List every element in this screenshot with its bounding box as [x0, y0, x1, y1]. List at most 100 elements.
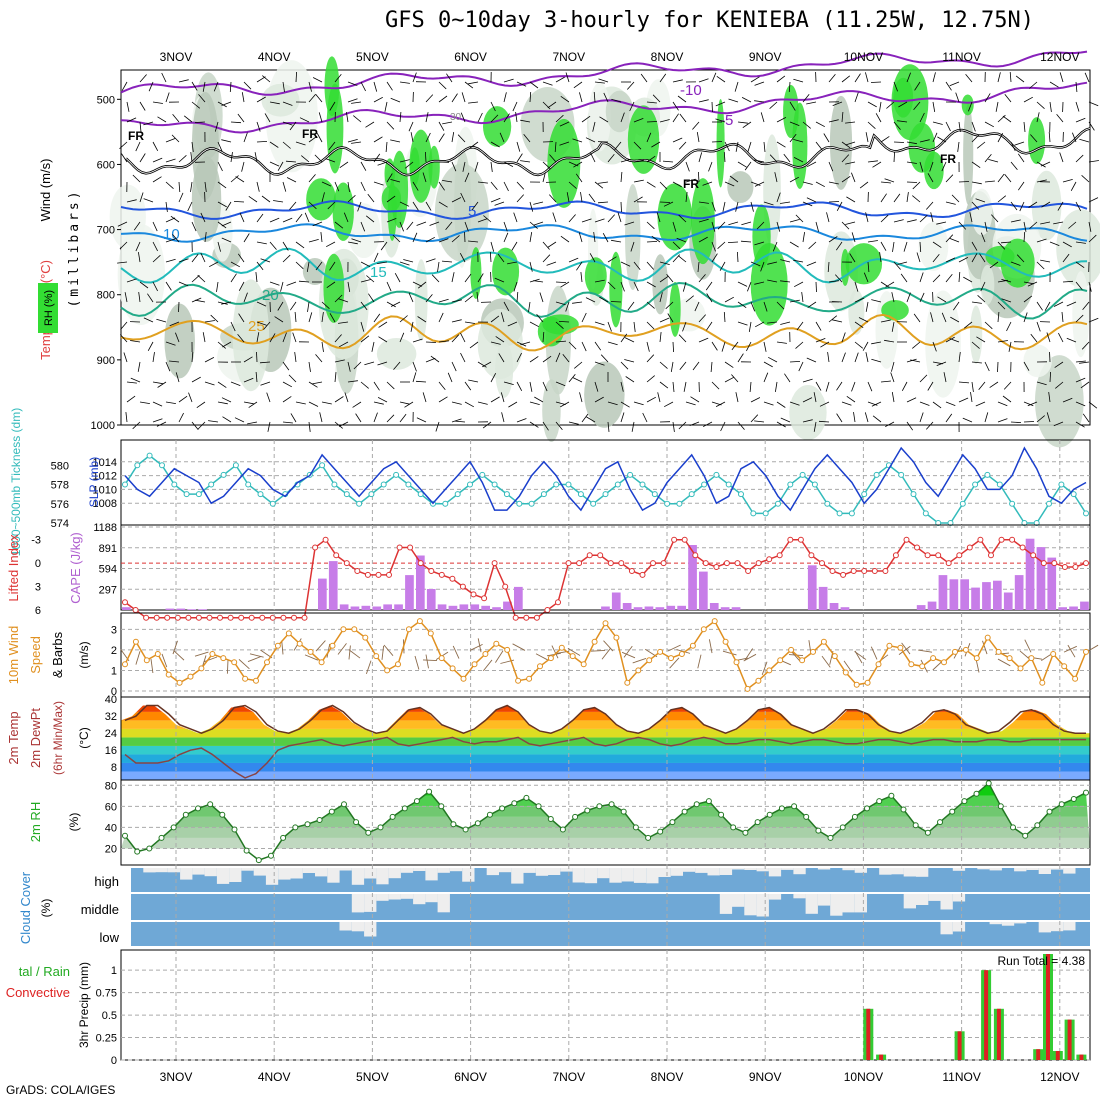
wind-barb: [984, 361, 990, 372]
wind-speed-point: [875, 661, 882, 668]
wind-barb: [854, 92, 859, 103]
wind-barb: [425, 201, 432, 211]
wind-barb: [529, 356, 539, 363]
wind-barb: [568, 214, 576, 223]
wind-barb: [139, 192, 144, 203]
wind-barb: [321, 312, 324, 323]
cape-bar: [709, 603, 719, 610]
wind-barb: [659, 275, 669, 283]
wind-barb: [277, 301, 284, 311]
wind-barb: [321, 181, 332, 187]
wind-barb: [533, 201, 544, 205]
wind-barb: [1059, 152, 1064, 163]
wind-barb: [256, 96, 266, 103]
rh-point: [547, 816, 554, 822]
wind-barb: [507, 261, 518, 265]
wind-barb: [620, 361, 629, 370]
wind-barb: [422, 392, 427, 403]
temperature-contour-label: 5: [468, 203, 476, 220]
wind-barb: [334, 396, 344, 403]
wind-barb: [555, 381, 566, 387]
wind-barb: [1072, 132, 1077, 143]
wind-barb: [1019, 201, 1025, 212]
wind-barb: [807, 301, 817, 308]
thickness-point: [368, 491, 375, 498]
wind-barb: [1036, 161, 1046, 168]
wind-barb: [172, 114, 180, 123]
cape-bar: [699, 571, 708, 610]
wind-barb: [1036, 381, 1047, 386]
wind-barb: [801, 292, 804, 303]
lifted-index-point: [523, 614, 530, 621]
wind-barb: [630, 241, 635, 252]
wind-barb: [315, 354, 323, 363]
li-tick: 3: [35, 582, 41, 594]
wind-barb: [1075, 81, 1078, 93]
wind-barb: [788, 81, 791, 93]
wind-barb: [997, 340, 1008, 343]
wind-barb: [672, 421, 675, 432]
wind-barb: [1040, 259, 1051, 263]
wind-barb: [555, 340, 567, 343]
wind-barb: [360, 261, 371, 267]
lifted-index-point: [280, 614, 287, 621]
wind-barb: [588, 193, 596, 203]
cloud-gap: [376, 894, 389, 901]
wind-barb: [353, 115, 362, 123]
lifted-index-point: [248, 614, 255, 621]
wind-barb: [679, 113, 687, 123]
wind-barb: [867, 121, 876, 129]
wind-barb: [880, 181, 891, 184]
cape-bar: [187, 609, 196, 610]
wind-barb: [304, 212, 310, 223]
wind-barb: [678, 334, 687, 343]
wind-barb: [696, 132, 700, 143]
cape-bar: [818, 586, 828, 610]
wind-barb: [133, 221, 141, 231]
wind-barb: [761, 661, 768, 676]
wind-barb: [238, 659, 250, 670]
wind-barb: [549, 154, 557, 163]
wind-barb: [399, 111, 402, 123]
wind-barb: [793, 157, 804, 163]
wind-barb: [139, 281, 149, 289]
wind-barb: [178, 181, 181, 193]
wind-barb: [178, 301, 180, 313]
wind-speed-point: [591, 638, 598, 645]
wind-barb: [507, 321, 518, 327]
wind-barb: [468, 101, 479, 104]
wind-barb: [581, 341, 587, 352]
wind-barb: [500, 312, 505, 323]
rh-patch: [117, 224, 166, 326]
wind-barb: [580, 272, 583, 283]
precip-convective-bar: [1055, 1051, 1060, 1060]
wind-barb: [836, 381, 843, 391]
rh-point: [146, 845, 153, 852]
wind-barb: [497, 253, 505, 263]
wind-speed-point: [209, 651, 216, 657]
wind-barb: [1010, 161, 1018, 170]
wind-barb: [438, 238, 449, 243]
cape-bar: [720, 607, 730, 610]
cloud-gap: [364, 922, 377, 937]
wind-barb: [835, 241, 843, 251]
cape-bar: [916, 605, 926, 610]
rh-patch: [376, 337, 417, 370]
wind-barb: [194, 651, 209, 657]
wind-barb: [646, 101, 657, 104]
wind-barb: [676, 237, 687, 243]
wind-barb: [217, 241, 221, 252]
wind-barbs-10m: [120, 638, 1099, 676]
cloud-gap: [830, 894, 843, 916]
cloud-gap: [241, 868, 254, 871]
wind-barb: [919, 412, 924, 423]
wind-barb: [1028, 201, 1038, 208]
wind-barb: [984, 321, 993, 330]
wind-barb: [756, 221, 765, 230]
wind-barb: [1048, 131, 1051, 143]
wind-barb: [143, 317, 154, 323]
wind-barb: [646, 301, 655, 309]
wind-barb: [862, 341, 869, 351]
wind-barb: [339, 341, 349, 348]
wind-barb: [360, 381, 369, 389]
